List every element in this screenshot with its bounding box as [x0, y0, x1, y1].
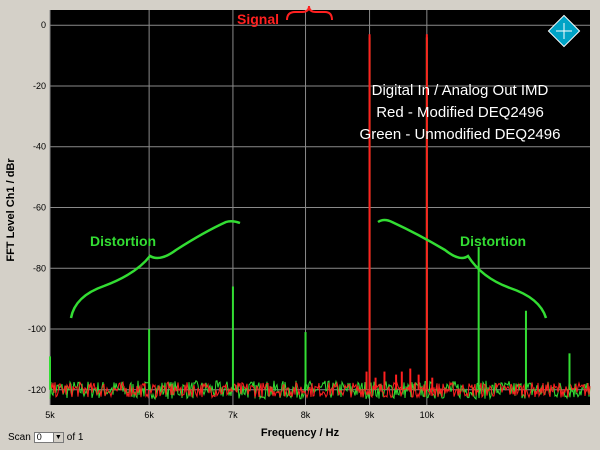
legend-green: Green - Unmodified DEQ2496: [360, 126, 561, 143]
scan-suffix: of 1: [66, 431, 84, 443]
scan-select[interactable]: 0 ▼: [33, 431, 64, 443]
y-tick-labels: 0 -20 -40 -60 -80 -100 -120: [28, 20, 46, 395]
scan-value: 0: [36, 432, 42, 442]
signal-brace: [286, 5, 333, 21]
x-axis-label: Frequency / Hz: [260, 427, 340, 439]
scan-label: Scan: [8, 431, 31, 443]
x-tick-labels: 5k 6k 7k 8k 9k 10k: [45, 410, 434, 420]
distortion-brace-left: [69, 219, 241, 319]
series-red-peaks: [365, 34, 434, 390]
chart-legend: Digital In / Analog Out IMD Red - Modifi…: [360, 82, 561, 143]
distortion-annotation-left: Distortion: [90, 233, 156, 249]
rs-logo-icon: [547, 14, 581, 48]
x-tick-label: 6k: [144, 410, 154, 420]
x-tick-label: 7k: [228, 410, 238, 420]
legend-title: Digital In / Analog Out IMD: [372, 82, 549, 99]
y-tick-label: -20: [33, 81, 46, 91]
distortion-annotation-right: Distortion: [460, 233, 526, 249]
y-tick-label: -100: [28, 324, 46, 334]
y-axis-label: FFT Level Ch1 / dBr: [5, 158, 17, 262]
x-tick-label: 8k: [301, 410, 311, 420]
x-tick-label: 5k: [45, 410, 55, 420]
distortion-brace-right: [377, 218, 548, 319]
y-tick-label: -40: [33, 142, 46, 152]
y-tick-label: 0: [41, 20, 46, 30]
y-tick-label: -120: [28, 385, 46, 395]
plot-traces: [49, 34, 591, 401]
x-tick-label: 9k: [365, 410, 375, 420]
series-red-noise: [49, 380, 591, 400]
y-tick-label: -60: [33, 203, 46, 213]
legend-red: Red - Modified DEQ2496: [376, 104, 544, 121]
scan-control: Scan 0 ▼ of 1: [8, 430, 83, 444]
y-tick-label: -80: [33, 263, 46, 273]
x-tick-label: 10k: [420, 410, 435, 420]
signal-annotation: Signal: [237, 11, 279, 27]
chevron-down-icon[interactable]: ▼: [52, 432, 63, 442]
